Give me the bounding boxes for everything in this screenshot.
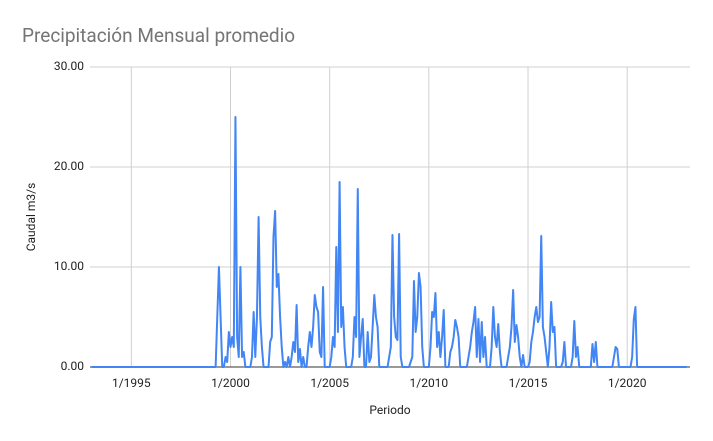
x-axis-title: Periodo [369, 403, 410, 417]
x-tick-label: 1/2000 [211, 376, 250, 390]
x-tick-label: 1/2005 [310, 376, 349, 390]
y-axis-title: Caudal m3/s [24, 183, 38, 252]
y-tick-label: 30.00 [54, 59, 84, 73]
y-tick-label: 10.00 [54, 259, 84, 273]
x-tick-label: 1/1995 [112, 376, 151, 390]
y-tick-label: 0.00 [61, 359, 85, 373]
x-tick-label: 1/2020 [608, 376, 647, 390]
x-tick-label: 1/2015 [509, 376, 548, 390]
data-line [91, 116, 687, 368]
y-tick-label: 20.00 [54, 159, 84, 173]
chart-title: Precipitación Mensual promedio [22, 24, 295, 47]
x-tick-label: 1/2010 [410, 376, 449, 390]
